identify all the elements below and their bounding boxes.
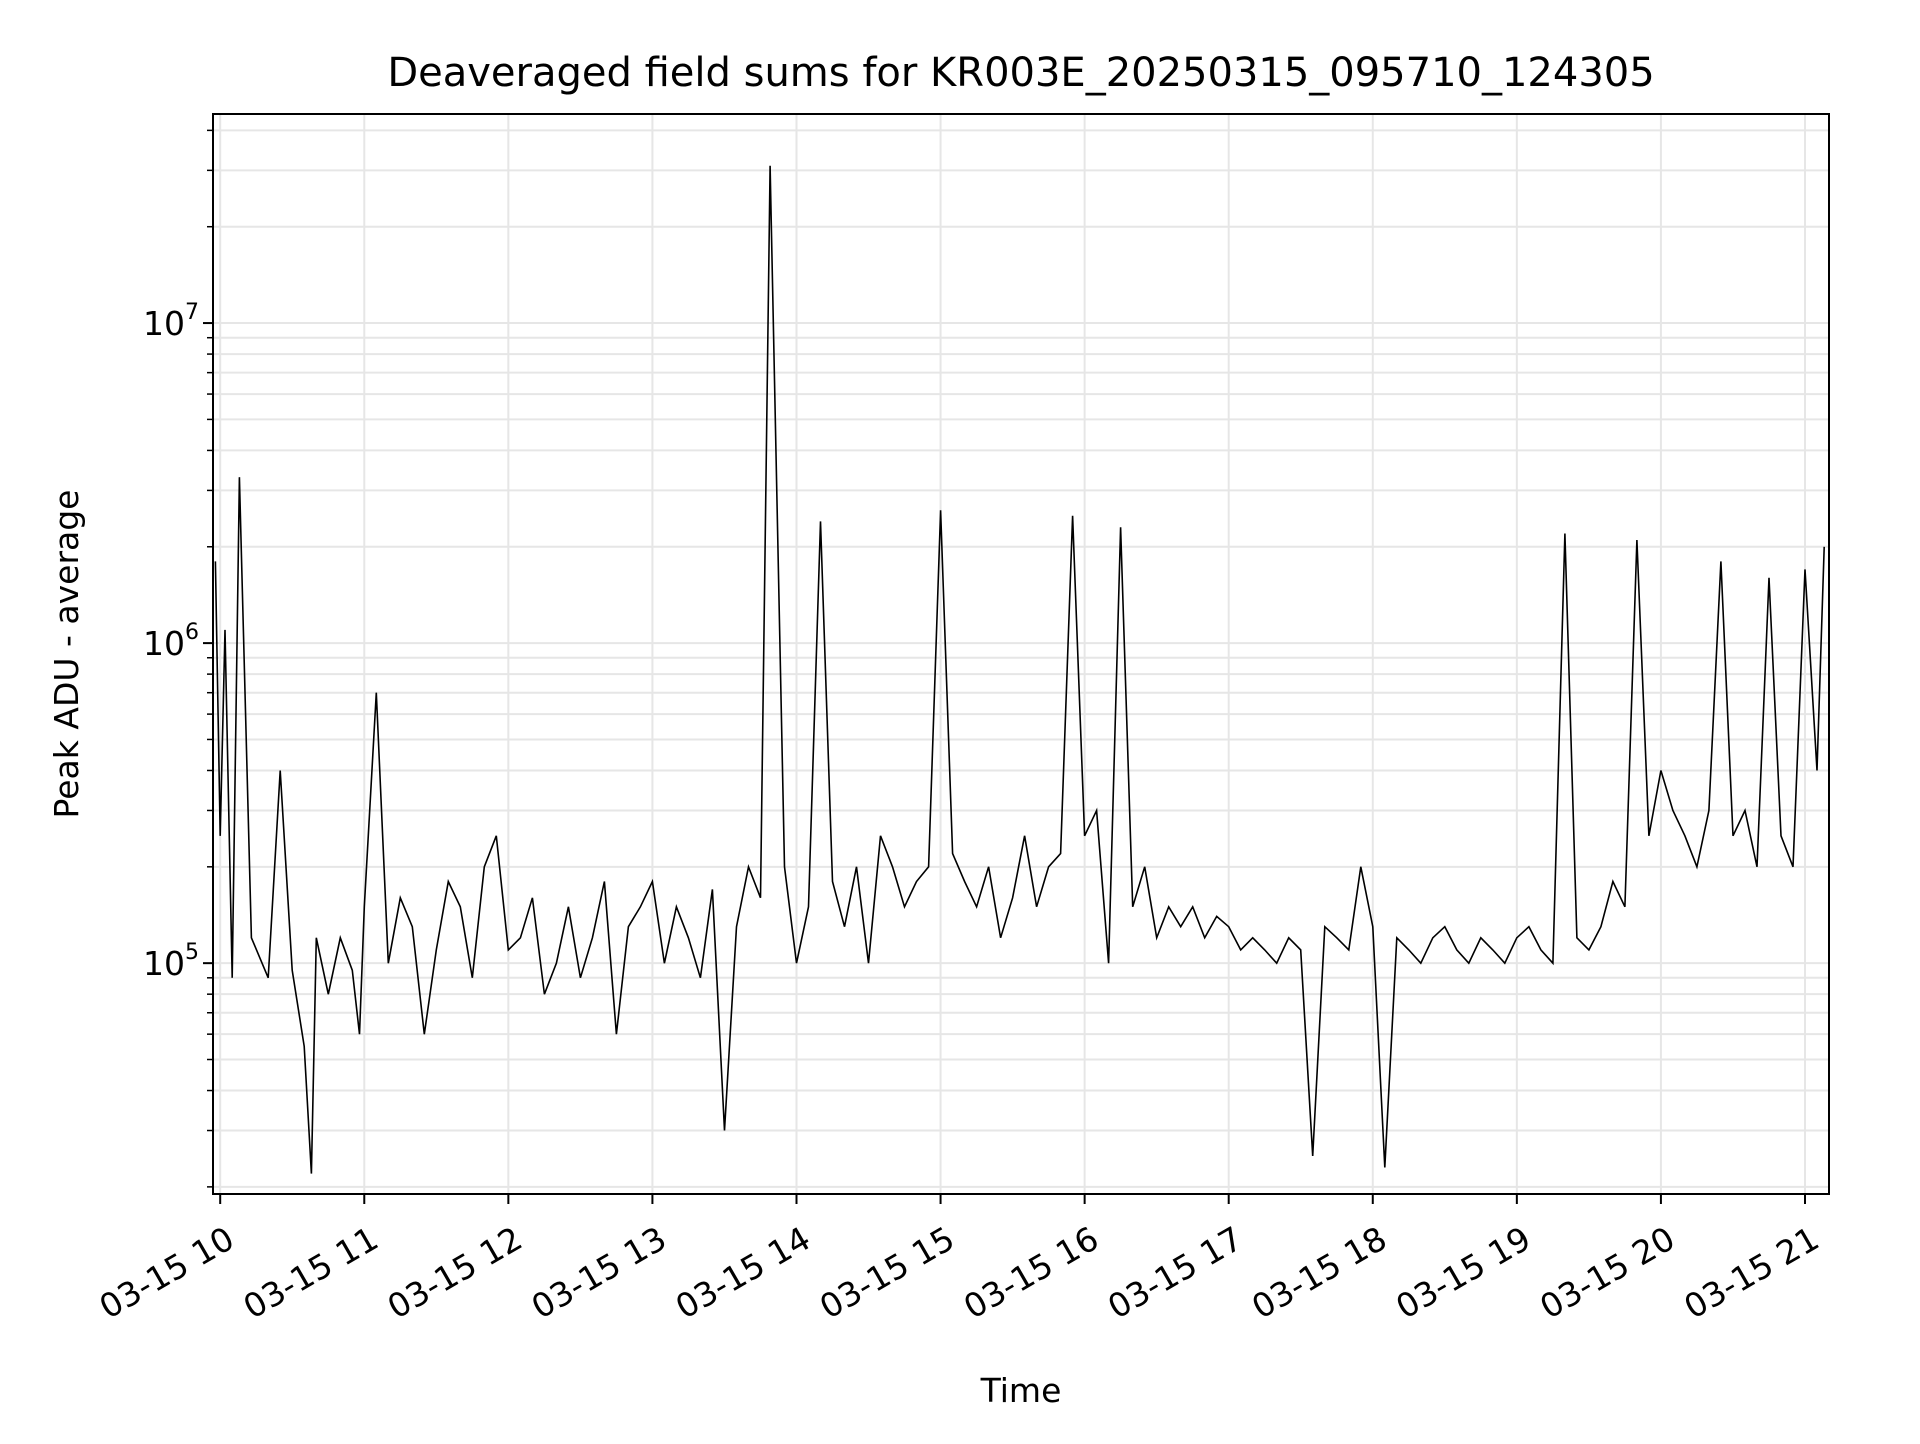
y-tick-exponent: 6	[185, 620, 199, 645]
series-line	[214, 165, 1825, 1174]
grid-layer	[213, 114, 1829, 1194]
chart-title: Deaveraged field sums for KR003E_2025031…	[387, 50, 1654, 96]
y-tick-base: 10	[143, 624, 185, 663]
y-tick-label: 105	[143, 940, 199, 983]
y-tick-exponent: 5	[185, 940, 199, 965]
y-tick-base: 10	[143, 944, 185, 983]
y-axis-label: Peak ADU - average	[47, 490, 86, 819]
y-tick-exponent: 7	[185, 300, 199, 325]
tick-layer	[203, 129, 1806, 1204]
x-axis-label: Time	[980, 1371, 1062, 1410]
plot-frame	[212, 113, 1830, 1195]
y-tick-label: 106	[143, 620, 199, 663]
y-tick-label: 107	[143, 300, 199, 343]
y-tick-base: 10	[143, 304, 185, 343]
line-layer	[214, 165, 1825, 1174]
